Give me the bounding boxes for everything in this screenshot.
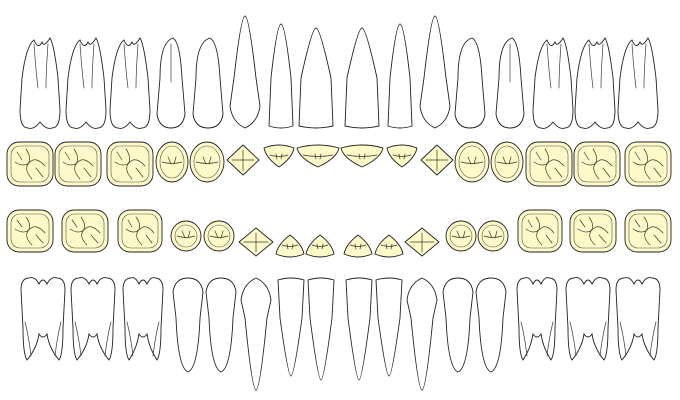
upper-occlusal-canine-6 bbox=[226, 144, 260, 176]
upper-occlusal-molar-16 bbox=[624, 141, 672, 187]
upper-tooth-central-incisor-8 bbox=[298, 27, 334, 129]
upper-tooth-molar-3 bbox=[109, 37, 151, 129]
lower-occlusal-lateral-incisor-10 bbox=[374, 234, 404, 258]
upper-occlusal-canine-11 bbox=[420, 144, 454, 176]
upper-tooth-molar-15 bbox=[574, 37, 616, 129]
upper-occlusal-lateral-incisor-7 bbox=[263, 144, 295, 168]
upper-occlusal-molar-2 bbox=[54, 141, 102, 187]
upper-occlusal-premolar-12 bbox=[454, 141, 490, 183]
upper-occlusal-lateral-incisor-10 bbox=[386, 144, 418, 168]
lower-tooth-molar-3 bbox=[122, 277, 164, 361]
lower-occlusal-molar-3 bbox=[117, 209, 163, 253]
upper-tooth-premolar-4 bbox=[156, 37, 186, 129]
lower-tooth-premolar-4 bbox=[172, 277, 204, 373]
upper-tooth-molar-2 bbox=[65, 37, 107, 129]
upper-occlusal-premolar-4 bbox=[155, 141, 189, 183]
lower-lateral-view bbox=[20, 277, 661, 391]
upper-tooth-canine-6 bbox=[229, 15, 261, 129]
lower-tooth-canine-6 bbox=[240, 277, 272, 391]
lower-tooth-molar-16 bbox=[615, 277, 661, 361]
upper-tooth-premolar-13 bbox=[495, 37, 525, 129]
upper-occlusal-molar-15 bbox=[573, 141, 621, 187]
lower-tooth-premolar-12 bbox=[442, 277, 474, 373]
lower-occlusal-lateral-incisor-7 bbox=[275, 234, 305, 258]
upper-tooth-central-incisor-9 bbox=[344, 27, 380, 129]
upper-tooth-molar-1 bbox=[19, 37, 61, 129]
lower-tooth-central-incisor-9 bbox=[345, 277, 373, 381]
lower-occlusal-molar-15 bbox=[569, 209, 617, 253]
lower-occlusal-premolar-12 bbox=[445, 220, 477, 252]
lower-tooth-premolar-5 bbox=[205, 277, 237, 373]
lower-occlusal-central-incisor-9 bbox=[343, 234, 373, 258]
lower-tooth-lateral-incisor-10 bbox=[375, 277, 403, 377]
lower-occlusal-molar-1 bbox=[6, 209, 54, 253]
upper-tooth-molar-16 bbox=[617, 37, 659, 129]
lower-occlusal-central-incisor-8 bbox=[305, 234, 335, 258]
upper-occlusal-molar-3 bbox=[106, 141, 154, 187]
lower-occlusal-premolar-4 bbox=[170, 220, 202, 252]
lower-tooth-central-incisor-8 bbox=[307, 277, 335, 381]
lower-occlusal-premolar-5 bbox=[203, 220, 235, 252]
upper-occlusal-premolar-13 bbox=[490, 141, 524, 183]
lower-occlusal-canine-6 bbox=[238, 227, 274, 257]
lower-occlusal-molar-16 bbox=[624, 209, 672, 253]
upper-occlusal-view bbox=[6, 141, 672, 187]
upper-tooth-lateral-incisor-7 bbox=[268, 23, 294, 129]
lower-occlusal-canine-11 bbox=[404, 227, 440, 257]
upper-occlusal-premolar-5 bbox=[189, 141, 225, 183]
lower-tooth-molar-14 bbox=[516, 277, 558, 361]
lower-occlusal-molar-14 bbox=[517, 209, 563, 253]
upper-occlusal-molar-1 bbox=[6, 141, 54, 187]
upper-tooth-lateral-incisor-10 bbox=[387, 23, 413, 129]
lower-tooth-molar-1 bbox=[20, 277, 66, 361]
lower-tooth-molar-15 bbox=[565, 277, 611, 361]
upper-occlusal-central-incisor-9 bbox=[340, 144, 384, 168]
lower-tooth-molar-2 bbox=[70, 277, 116, 361]
upper-occlusal-molar-14 bbox=[525, 141, 573, 187]
upper-tooth-premolar-12 bbox=[454, 37, 486, 129]
lower-tooth-premolar-13 bbox=[475, 277, 507, 373]
lower-occlusal-view bbox=[6, 209, 672, 258]
upper-tooth-premolar-5 bbox=[192, 37, 224, 129]
lower-occlusal-premolar-13 bbox=[477, 220, 509, 252]
lower-occlusal-molar-2 bbox=[61, 209, 109, 253]
upper-tooth-canine-11 bbox=[419, 15, 451, 129]
lower-tooth-lateral-incisor-7 bbox=[277, 277, 305, 377]
upper-occlusal-central-incisor-8 bbox=[296, 144, 340, 168]
upper-tooth-molar-14 bbox=[532, 37, 574, 129]
lower-tooth-canine-11 bbox=[406, 277, 438, 391]
upper-lateral-view bbox=[19, 15, 659, 129]
